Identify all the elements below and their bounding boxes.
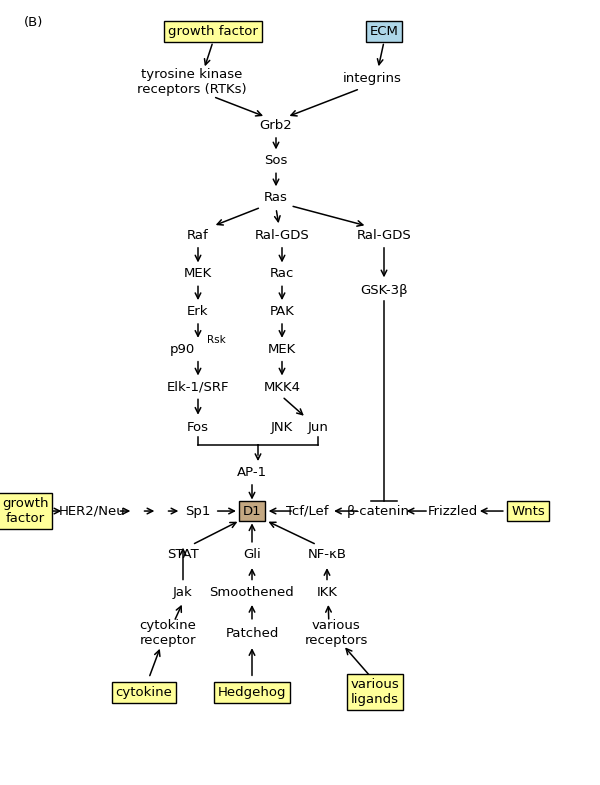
- Text: Ral-GDS: Ral-GDS: [356, 229, 412, 242]
- Text: MEK: MEK: [268, 343, 296, 356]
- Text: (B): (B): [24, 16, 43, 29]
- Text: HER2/Neu: HER2/Neu: [58, 505, 125, 517]
- Text: ECM: ECM: [370, 25, 398, 38]
- Text: Wnts: Wnts: [511, 505, 545, 517]
- Text: Ral-GDS: Ral-GDS: [254, 229, 310, 242]
- Text: MEK: MEK: [184, 268, 212, 280]
- Text: Elk-1/SRF: Elk-1/SRF: [167, 381, 229, 393]
- Text: D1: D1: [242, 505, 262, 517]
- Text: JNK: JNK: [271, 421, 293, 433]
- Text: IKK: IKK: [317, 586, 337, 599]
- Text: GSK-3β: GSK-3β: [360, 284, 408, 297]
- Text: NF-κB: NF-κB: [308, 549, 347, 561]
- Text: Jak: Jak: [173, 586, 193, 599]
- Text: Ras: Ras: [264, 192, 288, 204]
- Text: various
receptors: various receptors: [304, 619, 368, 648]
- Text: Patched: Patched: [226, 627, 278, 640]
- Text: MKK4: MKK4: [263, 381, 301, 393]
- Text: growth factor: growth factor: [168, 25, 258, 38]
- Text: Fos: Fos: [187, 421, 209, 433]
- Text: various
ligands: various ligands: [350, 678, 400, 706]
- Text: Frizzled: Frizzled: [428, 505, 478, 517]
- Text: PAK: PAK: [269, 305, 295, 318]
- Text: integrins: integrins: [343, 72, 401, 85]
- Text: Rsk: Rsk: [207, 334, 226, 345]
- Text: tyrosine kinase
receptors (RTKs): tyrosine kinase receptors (RTKs): [137, 68, 247, 97]
- Text: Smoothened: Smoothened: [209, 586, 295, 599]
- Text: Grb2: Grb2: [260, 119, 292, 132]
- Text: Sp1: Sp1: [185, 505, 211, 517]
- Text: Hedgehog: Hedgehog: [218, 686, 286, 699]
- Text: cytokine
receptor: cytokine receptor: [140, 619, 196, 648]
- Text: Erk: Erk: [187, 305, 209, 318]
- Text: Raf: Raf: [187, 229, 209, 242]
- Text: β-catenin: β-catenin: [347, 505, 409, 517]
- Text: Gli: Gli: [243, 549, 261, 561]
- Text: Tcf/Lef: Tcf/Lef: [286, 505, 328, 517]
- Text: growth
factor: growth factor: [2, 497, 49, 525]
- Text: cytokine: cytokine: [116, 686, 172, 699]
- Text: AP-1: AP-1: [237, 466, 267, 479]
- Text: Rac: Rac: [270, 268, 294, 280]
- Text: Jun: Jun: [308, 421, 328, 433]
- Text: STAT: STAT: [167, 549, 199, 561]
- Text: p90: p90: [170, 343, 195, 356]
- Text: Sos: Sos: [265, 155, 287, 167]
